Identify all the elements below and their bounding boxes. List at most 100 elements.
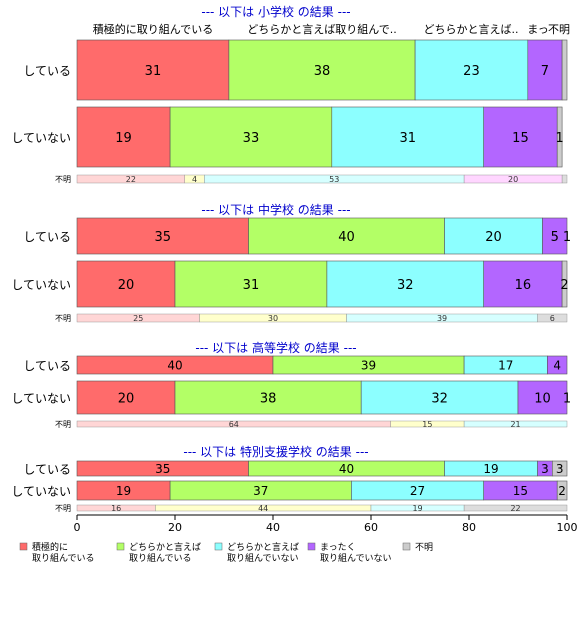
legend-label: 取り組んでいる xyxy=(32,552,95,564)
x-axis-tick-label: 80 xyxy=(462,521,476,534)
legend-swatch xyxy=(402,542,411,551)
bar-segment xyxy=(527,39,563,101)
top-column-label: どちらかと言えば取り組んで.. xyxy=(247,23,396,36)
unknown-data-label: 6 xyxy=(550,314,555,323)
bar-segment xyxy=(414,39,529,101)
legend-swatch xyxy=(307,542,316,551)
data-label: 5 xyxy=(551,230,559,245)
data-label: 39 xyxy=(361,359,376,373)
top-column-label: 積極的に取り組んでいる xyxy=(93,22,213,36)
data-label: 1 xyxy=(563,230,571,245)
data-label: 32 xyxy=(431,391,448,406)
unknown-data-label: 44 xyxy=(258,504,268,513)
row-label: している xyxy=(23,64,71,78)
legend-label: 取り組んでいる xyxy=(129,552,192,564)
bar-segment xyxy=(547,355,568,375)
data-label: 32 xyxy=(397,278,414,293)
bar-segment xyxy=(556,480,568,501)
data-label: 19 xyxy=(483,462,498,476)
bar-segment xyxy=(76,217,249,255)
unknown-data-label: 64 xyxy=(229,420,239,429)
data-label: 37 xyxy=(253,484,268,498)
data-label: 19 xyxy=(115,131,132,146)
bar-segment xyxy=(483,106,558,168)
data-label: 2 xyxy=(560,278,568,293)
panel-title: --- 以下は 特別支援学校 の結果 --- xyxy=(183,444,368,459)
data-label: 20 xyxy=(118,391,135,406)
data-label: 38 xyxy=(314,64,331,79)
panel-title: --- 以下は 小学校 の結果 --- xyxy=(201,4,350,19)
legend-swatch xyxy=(214,542,223,551)
data-label: 35 xyxy=(155,462,170,476)
x-axis-tick-label: 0 xyxy=(74,521,81,534)
unknown-data-label: 25 xyxy=(133,314,143,323)
data-label: 31 xyxy=(145,64,162,79)
legend-label: どちらかと言えば xyxy=(227,541,299,553)
data-label: 27 xyxy=(410,484,425,498)
bar-segment xyxy=(169,106,333,168)
bar-segment xyxy=(556,106,563,168)
data-label: 19 xyxy=(116,484,131,498)
bar-segment xyxy=(542,217,568,255)
panel-title: --- 以下は 高等学校 の結果 --- xyxy=(195,340,356,355)
unknown-segment xyxy=(463,420,568,428)
bar-segment xyxy=(561,39,568,101)
bar-segment xyxy=(76,260,176,308)
data-label: 20 xyxy=(485,230,502,245)
bar-segment xyxy=(331,106,484,168)
x-axis-tick-label: 60 xyxy=(364,521,378,534)
top-column-label: まっ xyxy=(527,23,549,36)
top-column-label: どちらかと言えば.. xyxy=(424,23,519,36)
unknown-data-label: 39 xyxy=(437,314,447,323)
unknown-data-label: 16 xyxy=(111,504,121,513)
bar-segment xyxy=(444,217,543,255)
unknown-data-label: 30 xyxy=(268,314,278,323)
data-label: 1 xyxy=(563,391,571,406)
bar-segment xyxy=(228,39,416,101)
unknown-segment xyxy=(463,504,568,512)
data-label: 16 xyxy=(515,278,532,293)
data-label: 40 xyxy=(339,462,354,476)
legend-swatch xyxy=(19,542,28,551)
unknown-data-label: 21 xyxy=(510,420,520,429)
unknown-data-label: 22 xyxy=(510,504,520,513)
bar-segment xyxy=(360,380,519,415)
row-label: していない xyxy=(11,131,71,145)
bar-segment xyxy=(326,260,484,308)
bar-segment xyxy=(76,380,176,415)
unknown-segment xyxy=(561,174,568,184)
legend-label: 取り組んでいない xyxy=(227,552,299,564)
unknown-segment xyxy=(537,313,568,323)
legend-label: 積極的に xyxy=(32,541,68,553)
data-label: 38 xyxy=(260,391,277,406)
data-label: 40 xyxy=(338,230,355,245)
panel-title: --- 以下は 中学校 の結果 --- xyxy=(201,202,350,217)
unknown-data-label: 4 xyxy=(192,175,197,184)
bar-segment xyxy=(174,380,362,415)
data-label: 15 xyxy=(512,131,529,146)
data-label: 31 xyxy=(243,278,260,293)
x-axis-tick-label: 100 xyxy=(557,521,578,534)
legend-label: まったく xyxy=(320,542,356,553)
data-label: 20 xyxy=(118,278,135,293)
row-label: していない xyxy=(11,485,71,499)
row-label: している xyxy=(23,230,71,244)
row-label: 不明 xyxy=(55,504,71,513)
unknown-data-label: 19 xyxy=(412,504,422,513)
data-label: 17 xyxy=(498,359,513,373)
bar-segment xyxy=(561,260,568,308)
data-label: 15 xyxy=(513,484,528,498)
unknown-data-label: 22 xyxy=(126,175,136,184)
data-label: 7 xyxy=(541,64,549,79)
data-label: 2 xyxy=(558,484,566,498)
legend-label: 不明 xyxy=(415,542,433,553)
data-label: 4 xyxy=(553,359,561,373)
legend-swatch xyxy=(116,542,125,551)
unknown-data-label: 15 xyxy=(422,420,432,429)
row-label: していない xyxy=(11,278,71,292)
data-label: 35 xyxy=(154,230,171,245)
data-label: 33 xyxy=(243,131,260,146)
bar-segment xyxy=(248,217,445,255)
data-label: 40 xyxy=(167,359,182,373)
